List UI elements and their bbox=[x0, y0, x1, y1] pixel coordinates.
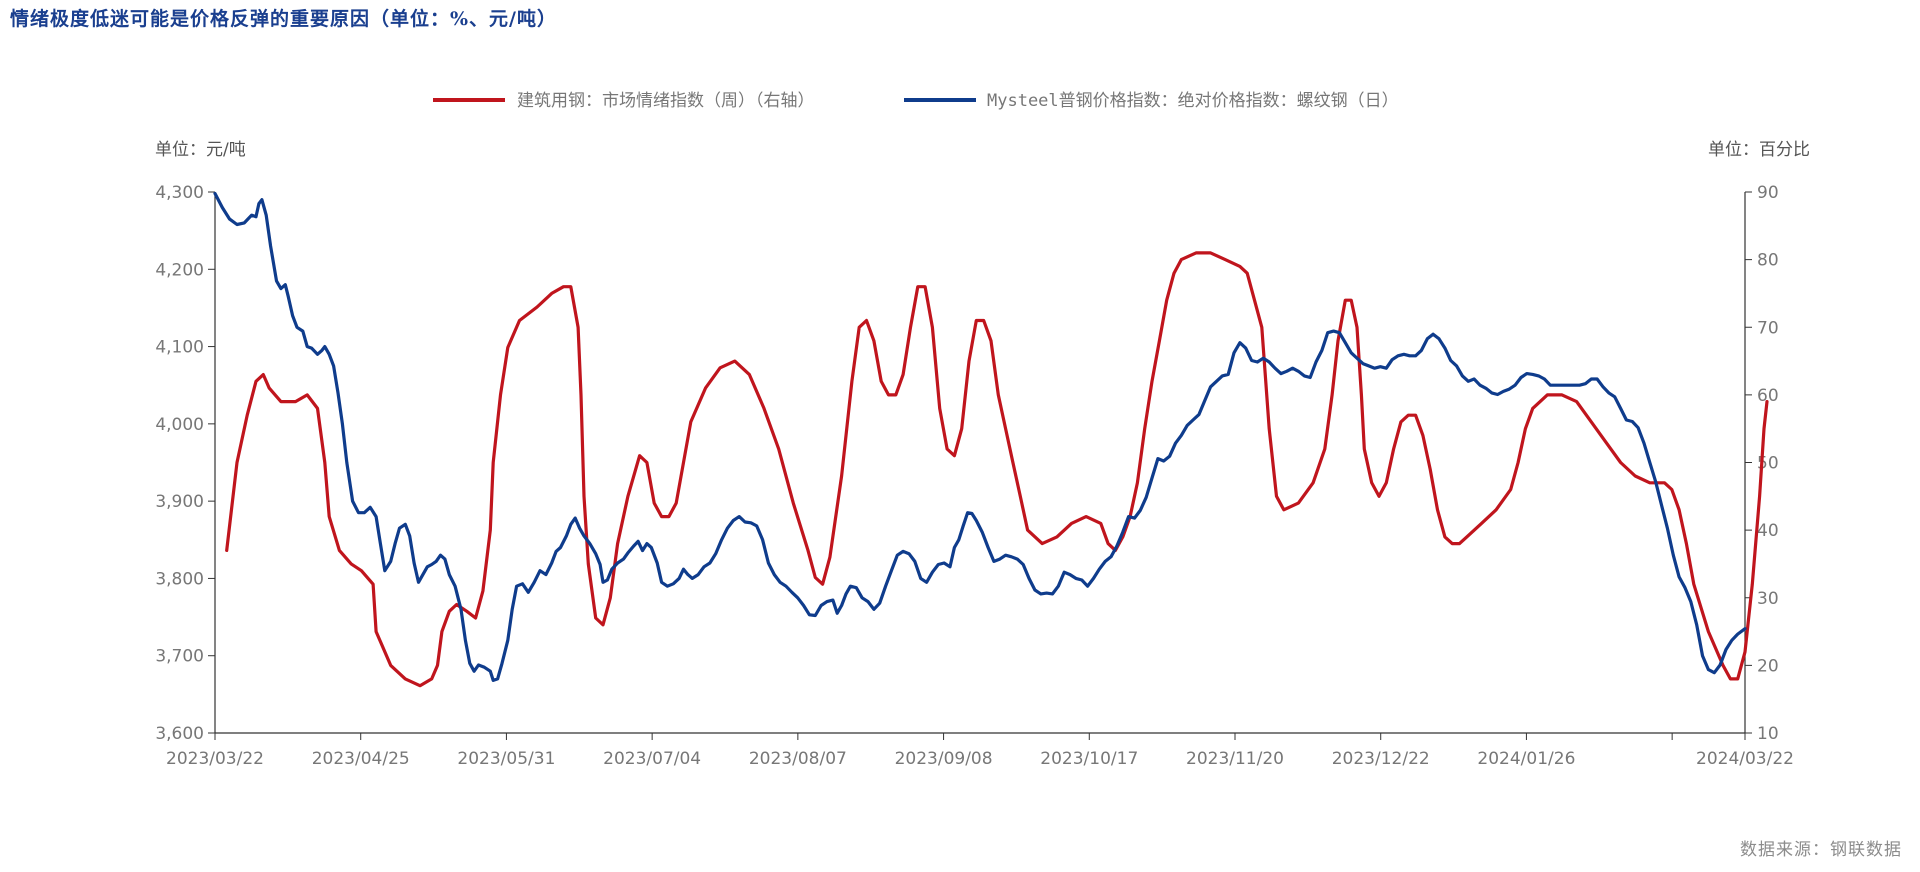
x-tick-label: 2023/12/22 bbox=[1332, 749, 1430, 769]
series-line-sentiment bbox=[225, 251, 1769, 688]
right-tick-label: 40 bbox=[1757, 521, 1779, 541]
right-tick-label: 80 bbox=[1757, 251, 1779, 271]
legend: 建筑用钢：市场情绪指数（周）（右轴） Mysteel普钢价格指数：绝对价格指数：… bbox=[433, 91, 1399, 111]
x-tick-label: 2023/03/22 bbox=[166, 749, 264, 769]
left-tick-label: 4,200 bbox=[155, 260, 204, 280]
left-tick-label: 3,800 bbox=[155, 569, 204, 589]
legend-label-sentiment: 建筑用钢：市场情绪指数（周）（右轴） bbox=[517, 91, 815, 111]
left-tick-label: 4,100 bbox=[155, 338, 204, 358]
right-tick-label: 10 bbox=[1757, 724, 1779, 744]
left-tick-label: 4,300 bbox=[155, 183, 204, 203]
series-line-price-index bbox=[213, 191, 1747, 682]
x-tick-label: 2023/11/20 bbox=[1186, 749, 1284, 769]
x-tick-label: 2023/08/07 bbox=[749, 749, 847, 769]
right-tick-label: 30 bbox=[1757, 589, 1779, 609]
x-tick-label: 2023/05/31 bbox=[457, 749, 555, 769]
left-tick-label: 3,900 bbox=[155, 492, 204, 512]
left-tick-label: 4,000 bbox=[155, 415, 204, 435]
chart-title: 情绪极度低迷可能是价格反弹的重要原因（单位：%、元/吨） bbox=[10, 8, 557, 30]
x-tick-label: 2023/10/17 bbox=[1040, 749, 1138, 769]
data-source: 数据来源：钢联数据 bbox=[1740, 840, 1902, 860]
legend-label-price-index: Mysteel普钢价格指数：绝对价格指数：螺纹钢（日） bbox=[987, 91, 1399, 111]
left-tick-label: 3,700 bbox=[155, 647, 204, 667]
series-group bbox=[213, 191, 1769, 688]
right-tick-label: 20 bbox=[1757, 656, 1779, 676]
right-axis-unit: 单位：百分比 bbox=[1708, 140, 1810, 160]
right-tick-label: 90 bbox=[1757, 183, 1779, 203]
x-tick-label: 2023/07/04 bbox=[603, 749, 701, 769]
x-tick-label: 2024/01/26 bbox=[1477, 749, 1575, 769]
right-tick-label: 70 bbox=[1757, 318, 1779, 338]
x-tick-label: 2023/04/25 bbox=[312, 749, 410, 769]
axes: 3,600 3,700 3,800 3,900 4,000 4,100 4,200 4,300… bbox=[155, 183, 1794, 769]
left-axis-unit: 单位：元/吨 bbox=[155, 140, 246, 160]
right-tick-label: 60 bbox=[1757, 386, 1779, 406]
left-tick-label: 3,600 bbox=[155, 724, 204, 744]
x-tick-label: 2024/03/22 bbox=[1696, 749, 1794, 769]
x-tick-label: 2023/09/08 bbox=[895, 749, 993, 769]
